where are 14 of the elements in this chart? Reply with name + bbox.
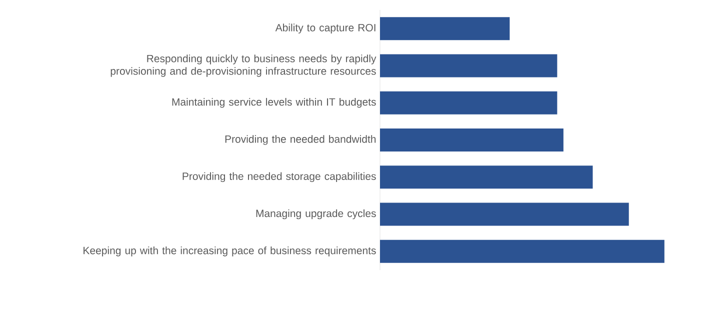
bar — [380, 91, 558, 114]
bar — [380, 54, 558, 78]
bar — [380, 166, 593, 189]
y-tick-label: Providing the needed storage capabilities — [182, 172, 376, 182]
bar — [380, 17, 510, 40]
y-tick-label: Keeping up with the increasing pace of business requirements — [84, 246, 376, 256]
y-tick-label: Responding quickly to business needs by rapidly provisioning and de-provisioning infrastructure resources — [110, 54, 376, 77]
y-tick-label: Managing upgrade cycles — [256, 209, 376, 220]
y-tick-label: Ability to capture ROI — [275, 24, 376, 34]
y-tick-label: Providing the needed bandwidth — [225, 135, 376, 145]
bar — [380, 202, 629, 226]
bar — [380, 128, 564, 152]
bar — [380, 240, 664, 263]
y-tick-label: Maintaining service levels within IT budgets — [172, 98, 376, 108]
